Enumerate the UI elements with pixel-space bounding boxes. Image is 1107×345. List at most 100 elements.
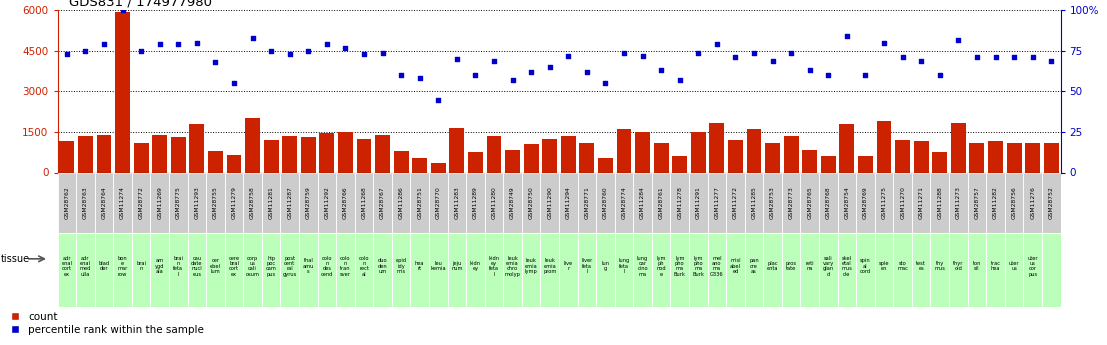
Point <box>633 53 651 59</box>
Bar <box>913 141 929 172</box>
Bar <box>597 172 614 233</box>
Bar <box>505 149 520 172</box>
Text: GSM11280: GSM11280 <box>492 186 497 219</box>
Bar <box>949 233 968 307</box>
Bar <box>838 233 856 307</box>
Bar <box>354 233 373 307</box>
Bar <box>986 233 1005 307</box>
Bar <box>782 172 800 233</box>
Point <box>151 42 168 47</box>
Bar <box>132 233 151 307</box>
Text: lung
car
cino
ma: lung car cino ma <box>637 256 649 277</box>
Text: colo
n
tran
sver: colo n tran sver <box>340 256 351 277</box>
Point <box>726 55 744 60</box>
Point <box>986 55 1004 60</box>
Point <box>1043 58 1061 63</box>
Text: GSM28765: GSM28765 <box>807 186 813 219</box>
Bar <box>932 152 948 172</box>
Bar <box>337 233 354 307</box>
Bar <box>633 172 652 233</box>
Point <box>466 72 484 78</box>
Text: colo
n
rect
al: colo n rect al <box>359 256 370 277</box>
Bar <box>726 172 745 233</box>
Bar <box>540 233 559 307</box>
Point <box>355 51 373 57</box>
Point <box>318 42 335 47</box>
Bar <box>466 233 485 307</box>
Bar <box>989 141 1003 172</box>
Bar <box>782 233 800 307</box>
Bar <box>170 137 186 172</box>
Bar <box>301 137 315 172</box>
Bar <box>58 172 76 233</box>
Text: GSM11290: GSM11290 <box>547 186 552 219</box>
Text: uter
us
cor
pus: uter us cor pus <box>1027 256 1038 277</box>
Bar <box>1005 233 1023 307</box>
Text: cere
bral
cort
ex: cere bral cort ex <box>228 256 239 277</box>
Text: GSM28749: GSM28749 <box>510 186 515 219</box>
Bar <box>262 233 280 307</box>
Bar <box>764 172 782 233</box>
Point <box>392 72 410 78</box>
Bar <box>839 124 855 172</box>
Text: skel
etal
mus
cle: skel etal mus cle <box>841 256 852 277</box>
Bar <box>187 233 206 307</box>
Text: GSM28767: GSM28767 <box>380 186 385 219</box>
Point <box>615 50 633 55</box>
Point <box>745 50 763 55</box>
Text: cau
date
nucl
eus: cau date nucl eus <box>192 256 203 277</box>
Point <box>838 33 856 39</box>
Bar <box>299 233 318 307</box>
Text: GSM11284: GSM11284 <box>640 186 645 219</box>
Text: live
r: live r <box>563 261 573 272</box>
Bar <box>280 172 299 233</box>
Bar <box>338 132 353 172</box>
Bar <box>524 144 539 172</box>
Text: ton
sil: ton sil <box>973 261 981 272</box>
Bar <box>244 172 262 233</box>
Bar <box>707 233 726 307</box>
Bar <box>430 172 447 233</box>
Bar <box>856 172 875 233</box>
Bar <box>299 172 318 233</box>
Bar <box>411 172 430 233</box>
Bar <box>521 233 540 307</box>
Bar <box>579 143 594 172</box>
Bar <box>356 139 372 172</box>
Bar <box>504 172 521 233</box>
Bar <box>1044 143 1058 172</box>
Text: hea
rt: hea rt <box>415 261 424 272</box>
Bar <box>430 233 447 307</box>
Bar <box>447 233 466 307</box>
Bar <box>819 233 838 307</box>
Text: colo
n
des
cend: colo n des cend <box>321 256 333 277</box>
Bar <box>652 172 671 233</box>
Bar <box>856 233 875 307</box>
Bar <box>726 233 745 307</box>
Bar <box>77 136 93 172</box>
Point <box>299 48 317 54</box>
Bar <box>187 172 206 233</box>
Text: misl
abel
ed: misl abel ed <box>730 258 741 274</box>
Text: kidn
ey
feta
l: kidn ey feta l <box>488 256 499 277</box>
Bar <box>912 233 931 307</box>
Text: GSM28757: GSM28757 <box>974 186 980 219</box>
Text: GSM28753: GSM28753 <box>770 186 775 219</box>
Text: lung
feta
l: lung feta l <box>619 258 630 274</box>
Bar <box>893 172 912 233</box>
Bar <box>373 172 392 233</box>
Bar <box>244 233 262 307</box>
Text: thy
mus: thy mus <box>934 261 945 272</box>
Point <box>783 50 800 55</box>
Bar <box>654 143 669 172</box>
Bar <box>875 233 893 307</box>
Bar <box>95 233 113 307</box>
Bar <box>206 233 225 307</box>
Bar <box>949 172 968 233</box>
Point <box>485 58 503 63</box>
Bar <box>449 128 464 172</box>
Text: leuk
emia
chro
molyp: leuk emia chro molyp <box>505 256 520 277</box>
Bar <box>132 172 151 233</box>
Text: GSM11291: GSM11291 <box>696 186 701 219</box>
Text: GSM11277: GSM11277 <box>714 186 720 219</box>
